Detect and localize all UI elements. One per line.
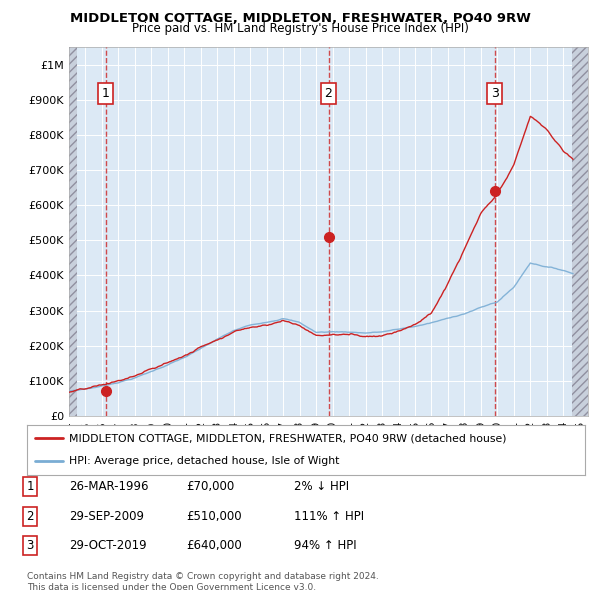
Text: MIDDLETON COTTAGE, MIDDLETON, FRESHWATER, PO40 9RW: MIDDLETON COTTAGE, MIDDLETON, FRESHWATER… (70, 12, 530, 25)
Text: 29-OCT-2019: 29-OCT-2019 (69, 539, 146, 552)
Text: Contains HM Land Registry data © Crown copyright and database right 2024.
This d: Contains HM Land Registry data © Crown c… (27, 572, 379, 590)
Text: £510,000: £510,000 (186, 510, 242, 523)
Text: 2: 2 (26, 510, 34, 523)
Text: Price paid vs. HM Land Registry's House Price Index (HPI): Price paid vs. HM Land Registry's House … (131, 22, 469, 35)
Bar (572, 47, 588, 416)
Text: MIDDLETON COTTAGE, MIDDLETON, FRESHWATER, PO40 9RW (detached house): MIDDLETON COTTAGE, MIDDLETON, FRESHWATER… (69, 433, 506, 443)
Text: 1: 1 (26, 480, 34, 493)
Text: HPI: Average price, detached house, Isle of Wight: HPI: Average price, detached house, Isle… (69, 457, 339, 467)
Text: 2: 2 (325, 87, 332, 100)
Text: £640,000: £640,000 (186, 539, 242, 552)
Text: 3: 3 (26, 539, 34, 552)
Text: 1: 1 (102, 87, 110, 100)
Bar (69, 47, 77, 416)
Text: 94% ↑ HPI: 94% ↑ HPI (294, 539, 356, 552)
Text: 111% ↑ HPI: 111% ↑ HPI (294, 510, 364, 523)
Text: 3: 3 (491, 87, 499, 100)
Text: 29-SEP-2009: 29-SEP-2009 (69, 510, 144, 523)
Text: 2% ↓ HPI: 2% ↓ HPI (294, 480, 349, 493)
Text: £70,000: £70,000 (186, 480, 234, 493)
Text: 26-MAR-1996: 26-MAR-1996 (69, 480, 149, 493)
